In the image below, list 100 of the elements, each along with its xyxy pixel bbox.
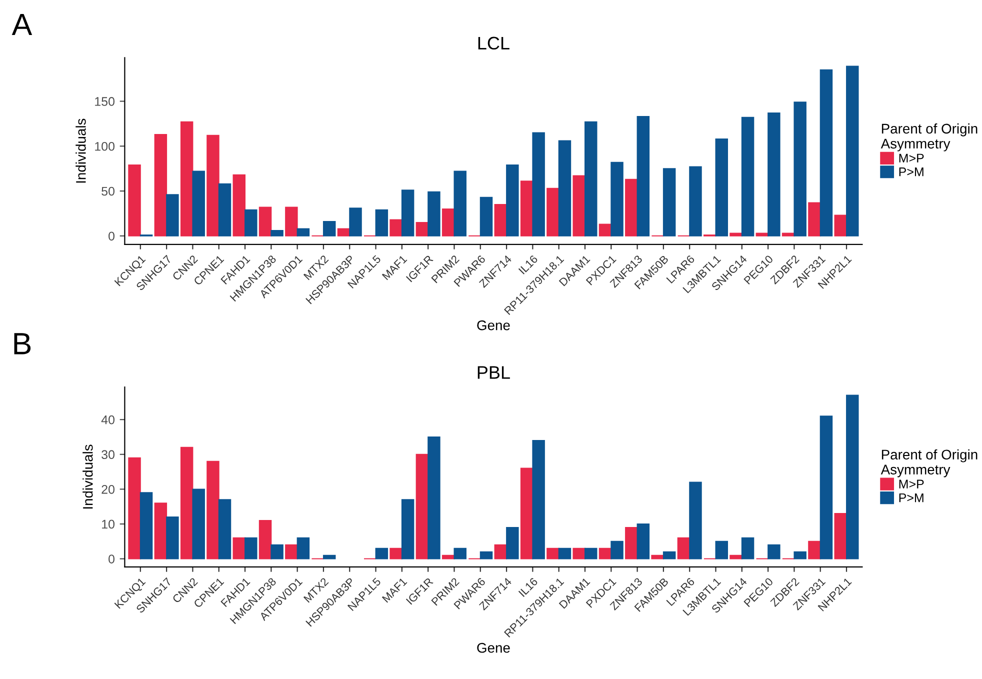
bar: [349, 208, 362, 236]
bar: [180, 446, 194, 560]
bar: [322, 221, 336, 236]
bar: [285, 544, 298, 560]
bar: [494, 544, 508, 560]
bar: [401, 499, 414, 560]
bar: [442, 554, 455, 560]
bar: [401, 190, 414, 236]
bar: [390, 548, 402, 560]
bar: [808, 202, 821, 236]
y-axis-title: Individuals: [82, 444, 93, 509]
bar: [820, 416, 833, 560]
bar: [572, 548, 586, 560]
bar: [834, 214, 847, 236]
bar: [741, 116, 754, 236]
bar: [610, 162, 624, 236]
legend-label: P>M: [899, 168, 924, 176]
legend-title: Parent of Origin Asymmetry: [880, 123, 978, 152]
legend-title: Parent of Origin Asymmetry: [880, 449, 978, 478]
bar: [166, 516, 179, 560]
bar: [428, 436, 440, 560]
bar: [768, 544, 780, 560]
legend-label: P>M: [899, 493, 924, 502]
x-axis-title: Gene: [477, 320, 510, 330]
bar: [192, 488, 205, 560]
bar: [768, 112, 780, 236]
bar: [244, 537, 258, 560]
bar: [192, 170, 205, 236]
bar: [454, 170, 466, 236]
bar: [610, 540, 624, 560]
bar: [730, 232, 742, 236]
bar: [480, 551, 493, 560]
bar: [322, 554, 336, 560]
text: B: [14, 333, 31, 354]
bar: [584, 121, 598, 236]
bar: [636, 116, 650, 236]
bar: [375, 548, 388, 560]
bar: [206, 134, 220, 236]
x-axis-title: Gene: [477, 642, 510, 653]
bar: [218, 183, 232, 236]
bar: [689, 482, 702, 560]
bar: [662, 551, 676, 560]
bar: [270, 544, 284, 560]
bar: [820, 69, 833, 236]
bar: [480, 196, 493, 236]
bar: [232, 537, 246, 560]
bar: [506, 164, 519, 236]
bar: [520, 468, 534, 560]
bar: [651, 554, 664, 560]
bar: [258, 206, 272, 236]
y-tick-label: 100: [95, 142, 115, 151]
bar: [584, 548, 598, 560]
bar: [128, 457, 141, 560]
bar: [546, 548, 560, 560]
bar: [625, 526, 638, 560]
bar: [558, 548, 572, 560]
bar: [494, 204, 508, 236]
chart-title: PBL: [478, 366, 510, 379]
bar: [546, 188, 560, 236]
bar: [232, 174, 246, 236]
bar: [270, 230, 284, 236]
y-tick-label: 0: [108, 554, 115, 564]
bar: [598, 548, 612, 560]
bar: [558, 140, 572, 236]
bar: [166, 194, 179, 236]
y-tick-label: 30: [102, 450, 115, 460]
y-tick-label: 150: [95, 97, 115, 106]
chart-title: LCL: [478, 36, 510, 50]
bar: [846, 66, 859, 236]
bar: [741, 537, 754, 560]
bar: [296, 537, 310, 560]
bar: [154, 502, 168, 560]
bar: [808, 540, 821, 560]
text: A: [12, 14, 32, 36]
bar: [794, 551, 806, 560]
bar: [128, 164, 141, 236]
bar: [416, 454, 429, 560]
bar: [572, 175, 586, 236]
bar: [625, 178, 638, 236]
legend-label: M>P: [899, 480, 924, 488]
bar: [662, 168, 676, 236]
bar: [506, 526, 519, 560]
y-tick-label: 40: [101, 415, 115, 424]
bar: [689, 166, 702, 236]
bar: [730, 554, 742, 560]
bar: [390, 219, 402, 236]
y-tick-label: 20: [102, 484, 115, 494]
bar: [296, 228, 310, 236]
bar: [794, 102, 806, 236]
y-tick-label: 0: [108, 232, 115, 241]
bar: [375, 209, 388, 236]
bar: [598, 224, 612, 236]
bar: [636, 523, 650, 560]
bar: [756, 232, 769, 236]
bar: [846, 394, 859, 560]
bar: [454, 548, 466, 560]
bar: [834, 513, 847, 560]
bar: [715, 138, 728, 236]
bar: [206, 460, 220, 560]
legend-label: M>P: [899, 154, 924, 162]
